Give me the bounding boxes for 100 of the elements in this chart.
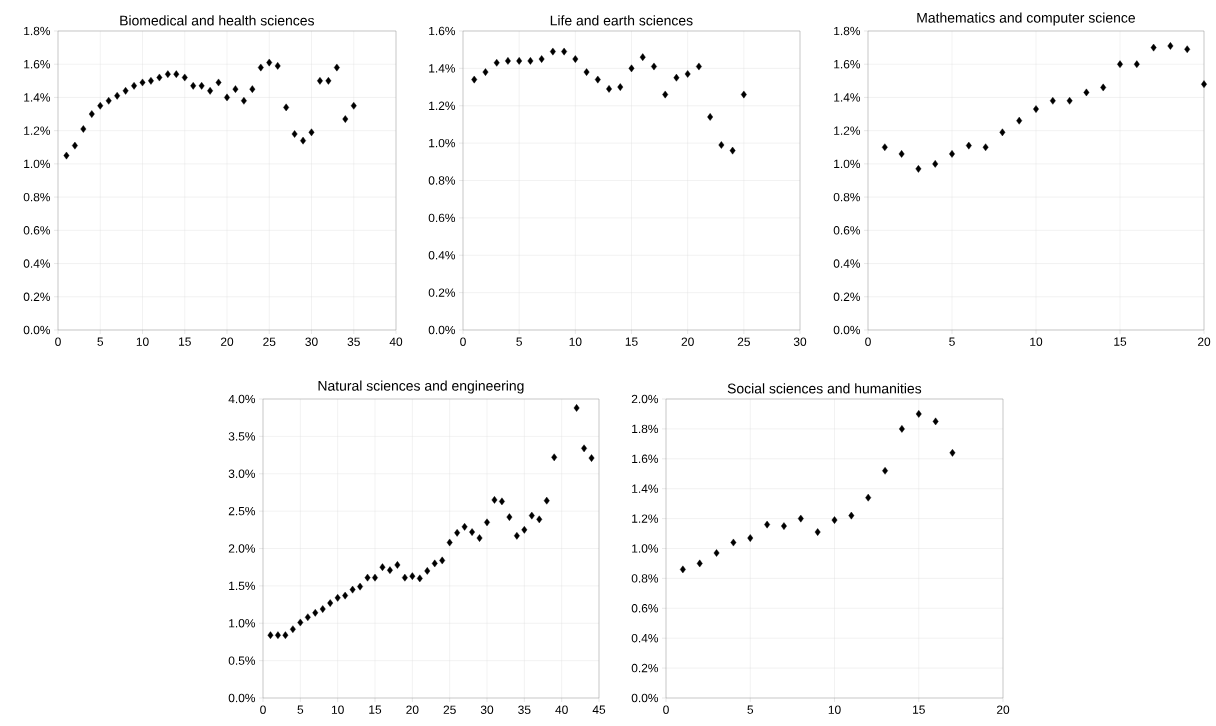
x-tick-label: 15: [913, 705, 925, 714]
point: [198, 82, 205, 90]
y-tick-label: 0.0%: [228, 693, 256, 703]
y-tick-label: 0.8%: [631, 574, 659, 583]
point: [865, 493, 872, 502]
point: [549, 47, 556, 56]
y-tick-label: 1.2%: [632, 514, 659, 523]
point: [696, 559, 703, 568]
point: [831, 516, 838, 524]
point: [543, 496, 550, 505]
point: [349, 585, 356, 594]
y-tick-label: 0.4%: [833, 259, 861, 268]
point: [915, 165, 922, 173]
y-tick-label: 1.2%: [834, 126, 861, 135]
y-tick-label: 0.0%: [631, 693, 659, 703]
point: [139, 78, 146, 87]
point: [915, 410, 922, 418]
point: [527, 57, 534, 65]
point: [713, 549, 720, 557]
point: [334, 594, 341, 602]
point: [304, 613, 311, 622]
point: [1083, 88, 1090, 97]
point: [319, 605, 326, 613]
point: [949, 150, 955, 158]
y-tick-label: 0.6%: [631, 604, 659, 613]
y-tick-label: 1.4%: [24, 93, 51, 102]
x-tick-label: 5: [516, 337, 522, 346]
point: [1167, 42, 1174, 50]
y-tick-label: 1.5%: [229, 581, 256, 591]
point: [528, 511, 535, 520]
point: [249, 85, 256, 93]
y-tick-label: 0.0%: [428, 325, 456, 335]
x-tick-label: 30: [305, 337, 318, 346]
x-tick-label: 25: [443, 705, 456, 714]
y-tick-label: 1.8%: [834, 26, 861, 36]
y-tick-label: 0.2%: [428, 288, 456, 297]
point: [1049, 96, 1056, 105]
y-tick-label: 1.6%: [24, 59, 51, 69]
x-tick-label: 20: [406, 705, 419, 714]
x-tick-label: 10: [331, 705, 344, 714]
y-tick-label: 1.6%: [632, 454, 659, 464]
point: [289, 625, 296, 634]
point: [505, 57, 511, 65]
y-tick-label: 0.6%: [428, 213, 456, 223]
y-tick-label: 1.8%: [24, 26, 51, 36]
point: [718, 141, 725, 149]
point: [999, 128, 1006, 137]
point: [707, 113, 714, 121]
y-tick-label: 3.0%: [228, 469, 256, 478]
x-tick-label: 10: [1030, 337, 1043, 346]
x-tick-label: 0: [55, 337, 61, 346]
point: [747, 534, 754, 542]
point: [439, 556, 446, 565]
y-tick-label: 0.4%: [23, 259, 51, 268]
point: [982, 143, 989, 152]
y-tick-label: 0.4%: [428, 251, 456, 260]
x-tick-label: 30: [793, 337, 807, 346]
point: [454, 529, 461, 537]
x-tick-label: 5: [949, 337, 955, 346]
point: [312, 608, 319, 617]
point: [173, 70, 180, 78]
point: [325, 77, 332, 85]
y-tick-label: 1.4%: [834, 93, 861, 102]
point: [797, 514, 804, 523]
x-tick-label: 40: [555, 705, 568, 714]
point: [679, 565, 686, 574]
point: [848, 511, 855, 520]
x-tick-label: 15: [1114, 337, 1127, 346]
point: [740, 90, 747, 99]
point: [267, 631, 274, 640]
point: [1100, 83, 1107, 92]
point: [63, 151, 70, 160]
point: [327, 599, 334, 607]
point: [308, 128, 315, 137]
x-tick-label: 25: [737, 337, 750, 346]
point: [291, 130, 298, 138]
point: [131, 82, 137, 90]
point: [409, 572, 416, 580]
point: [342, 115, 349, 123]
y-tick-label: 1.4%: [429, 64, 456, 73]
y-tick-label: 1.2%: [24, 126, 51, 135]
point: [1133, 60, 1140, 69]
x-tick-label: 10: [136, 337, 149, 346]
x-tick-label: 10: [828, 705, 841, 714]
point: [588, 454, 595, 462]
point: [1201, 80, 1207, 88]
point: [88, 110, 95, 118]
point: [181, 73, 188, 82]
point: [1150, 43, 1157, 52]
chart-title: Social sciences and humanities: [727, 383, 922, 394]
point: [932, 417, 939, 426]
point: [949, 449, 956, 457]
point: [156, 73, 163, 82]
y-tick-label: 3.5%: [228, 432, 256, 441]
point: [506, 513, 513, 521]
point: [617, 83, 624, 91]
point: [80, 125, 87, 133]
point: [1033, 105, 1039, 113]
point: [114, 91, 121, 100]
point: [965, 141, 972, 150]
